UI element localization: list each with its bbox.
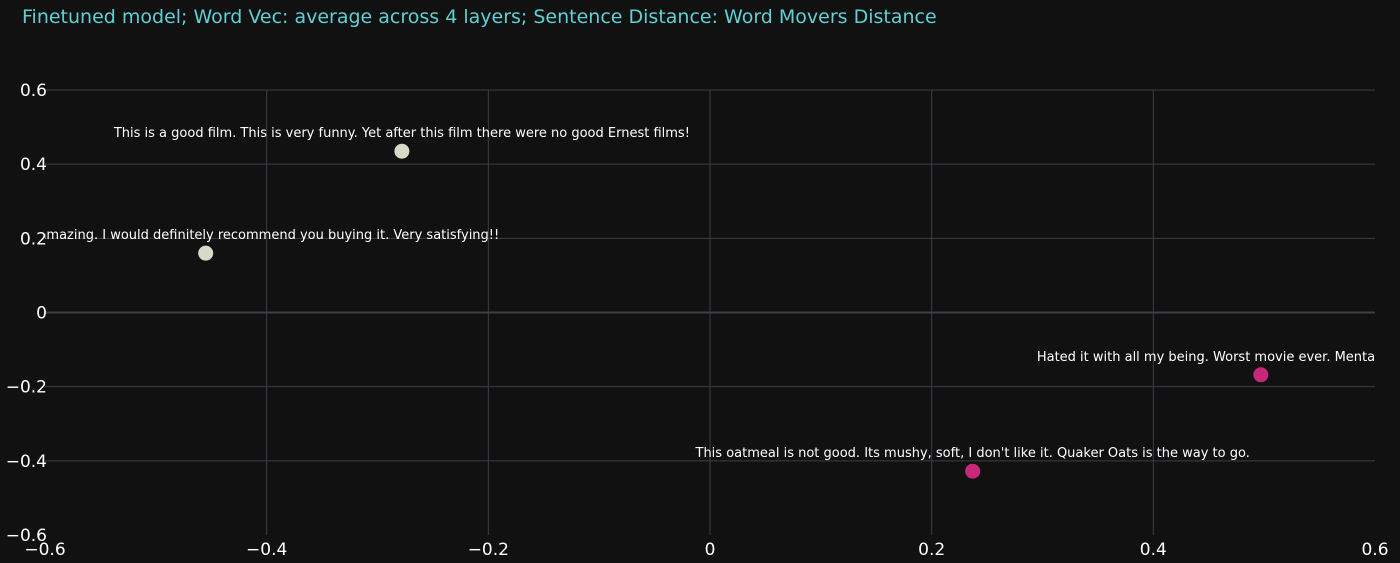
point-labels-layer: This is a good film. This is very funny.… bbox=[0, 126, 1400, 461]
y-tick-label: 0.2 bbox=[20, 229, 47, 249]
point-label: This oatmeal is not good. Its mushy, sof… bbox=[695, 446, 1250, 461]
x-tick-label: −0.6 bbox=[24, 540, 65, 560]
x-tick-label: 0 bbox=[705, 540, 716, 560]
x-tick-label: −0.2 bbox=[468, 540, 509, 560]
points-layer bbox=[198, 143, 1269, 479]
data-point[interactable] bbox=[1253, 367, 1269, 383]
point-label: This is a good film. This is very funny.… bbox=[113, 126, 690, 141]
point-label: Hated it with all my being. Worst movie … bbox=[1037, 350, 1400, 365]
data-point[interactable] bbox=[965, 463, 981, 479]
point-label: wy. The flavors are amazing. I would def… bbox=[0, 228, 499, 243]
x-tick-label: 0.2 bbox=[918, 540, 945, 560]
x-tick-label: −0.4 bbox=[246, 540, 287, 560]
y-tick-label: 0.4 bbox=[20, 155, 47, 175]
chart-title: Finetuned model; Word Vec: average acros… bbox=[22, 6, 937, 28]
tick-labels-layer: −0.6 −0.4 −0.2 0 0.2 0.4 0.6 −0.6 −0.4 −0.2 0 0.2 0.… bbox=[6, 81, 1389, 560]
x-tick-label: 0.6 bbox=[1361, 540, 1388, 560]
y-tick-label: 0 bbox=[36, 304, 47, 324]
x-tick-label: 0.4 bbox=[1140, 540, 1167, 560]
y-tick-label: −0.6 bbox=[6, 526, 47, 546]
data-point[interactable] bbox=[394, 143, 410, 159]
grid-layer bbox=[45, 89, 1375, 535]
data-point[interactable] bbox=[198, 245, 214, 261]
y-tick-label: 0.6 bbox=[20, 81, 47, 101]
y-tick-label: −0.2 bbox=[6, 378, 47, 398]
y-tick-label: −0.4 bbox=[6, 452, 47, 472]
